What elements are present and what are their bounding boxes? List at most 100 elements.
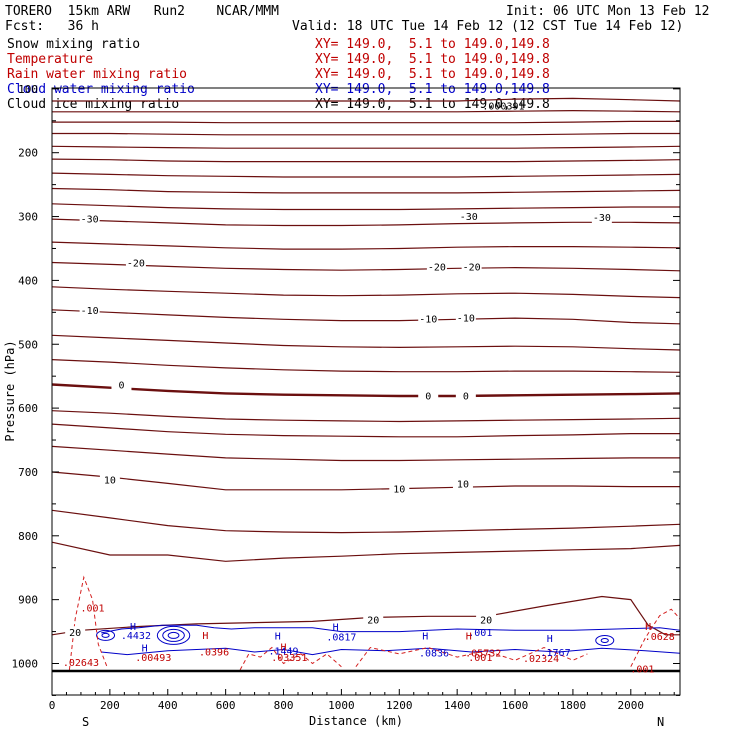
label-background	[418, 312, 439, 325]
x-tick-label: 1800	[560, 699, 587, 712]
field-value-label: .03351	[271, 653, 307, 664]
isotherm-label: 10	[457, 479, 469, 490]
label-background	[458, 209, 479, 222]
header-model: TORERO 15km ARW Run2 NCAR/MMM	[5, 4, 279, 19]
y-tick-label: 300	[18, 211, 38, 224]
isotherm	[51, 286, 681, 299]
isotherm	[51, 359, 681, 373]
isotherm-lines	[51, 97, 681, 636]
isotherm	[51, 334, 681, 351]
label-background	[455, 389, 476, 402]
y-tick-label: 600	[18, 402, 38, 415]
label-background	[125, 256, 146, 269]
isotherm-label: 10	[393, 485, 405, 496]
x-tick-label: 1400	[444, 699, 471, 712]
isotherm-label: 10	[104, 476, 116, 487]
isotherm	[51, 172, 681, 178]
label-background	[79, 212, 100, 225]
field-value-label: .001	[630, 665, 654, 676]
axis-ticks: 0 200 400 600 800 1000 1200 1400 1600 1800 2000100…	[12, 83, 680, 712]
field-value-label: .4432	[121, 631, 151, 642]
label-background	[389, 482, 410, 495]
isotherm	[51, 410, 681, 423]
isotherm	[51, 509, 681, 534]
field-value-label: H	[645, 622, 651, 633]
label-background	[363, 613, 384, 626]
field-value-label: .05732	[465, 649, 501, 660]
x-axis-title: Distance (km)	[309, 714, 403, 728]
cloud-water-contours	[96, 624, 681, 656]
endpoint-north: N	[657, 715, 664, 729]
y-tick-label: 800	[18, 530, 38, 543]
field-value-label: H	[281, 642, 287, 653]
x-tick-label: 400	[158, 699, 178, 712]
isotherm	[52, 132, 680, 136]
label-background	[591, 211, 612, 224]
x-tick-label: 1200	[386, 699, 413, 712]
header-valid: Valid: 18 UTC Tue 14 Feb 12 (12 CST Tue …	[292, 19, 684, 34]
cloud-water-core	[96, 629, 116, 641]
isotherm-label: 0	[463, 391, 469, 402]
field-value-label: .0817	[326, 633, 356, 644]
field-value-label: H	[466, 631, 472, 642]
rain-water-contour	[68, 575, 108, 670]
isotherm-label: 0	[118, 380, 124, 391]
isotherm-label: 0	[425, 391, 431, 402]
x-tick-label: 1000	[328, 699, 355, 712]
y-tick-label: 900	[18, 594, 38, 607]
rain-water-contour	[239, 646, 342, 671]
isotherm	[51, 158, 681, 163]
endpoint-south: S	[82, 715, 89, 729]
isotherm-label: -30	[81, 214, 99, 225]
isotherm-label: -20	[463, 262, 481, 273]
header-fcst: Fcst: 36 h	[5, 19, 99, 34]
field-value-label: .0628	[645, 632, 675, 643]
isotherm	[51, 541, 681, 562]
x-tick-label: 2000	[618, 699, 645, 712]
field-name-temperature: Temperature	[7, 52, 94, 67]
cloud-water-core	[595, 635, 615, 647]
label-background	[426, 260, 447, 273]
field-xy-temperature: XY= 149.0, 5.1 to 149.0,149.8	[315, 52, 550, 67]
isotherm-label: -20	[428, 262, 446, 273]
field-value-label: .001	[468, 628, 492, 639]
cloud-water-core	[162, 628, 185, 642]
cloud-water-core	[167, 631, 180, 639]
isotherm	[51, 203, 680, 211]
isotherm-zero	[51, 383, 681, 398]
isotherm-label: 20	[367, 615, 379, 626]
isotherm-label: -30	[593, 213, 611, 224]
isotherm-label: 20	[69, 628, 81, 639]
x-tick-label: 0	[49, 699, 56, 712]
isotherm	[52, 97, 681, 102]
isotherm	[51, 261, 681, 272]
y-tick-label: 700	[18, 466, 38, 479]
field-xy-snow: XY= 149.0, 5.1 to 149.0,149.8	[315, 37, 550, 52]
field-value-label: .02324	[523, 654, 559, 665]
isotherm	[51, 187, 681, 194]
isotherm	[51, 423, 680, 438]
label-background	[111, 378, 132, 391]
field-value-label: .001	[468, 653, 492, 664]
isotherm-label: -10	[457, 313, 475, 324]
label-background	[65, 626, 86, 639]
field-name-snow: Snow mixing ratio	[7, 37, 141, 52]
cloud-water-contour	[101, 647, 681, 656]
isotherm	[52, 109, 681, 113]
y-tick-label: 400	[18, 274, 38, 287]
isotherm-label: -10	[419, 315, 437, 326]
isotherm	[51, 218, 681, 227]
y-axis-title: Pressure (hPa)	[3, 340, 17, 441]
cloud-water-contour	[101, 624, 681, 634]
rain-water-contour	[355, 646, 588, 667]
y-tick-label: 1000	[12, 658, 39, 671]
x-tick-label: 1600	[502, 699, 529, 712]
x-tick-label: 800	[274, 699, 294, 712]
y-tick-label: 500	[18, 338, 38, 351]
field-value-label: H	[333, 622, 339, 633]
rain-water-contour	[630, 608, 681, 667]
field-value-label: .000391	[482, 101, 524, 112]
isotherm	[51, 471, 680, 491]
field-value-label: .1449	[268, 647, 298, 658]
isotherm-label: -20	[127, 259, 145, 270]
